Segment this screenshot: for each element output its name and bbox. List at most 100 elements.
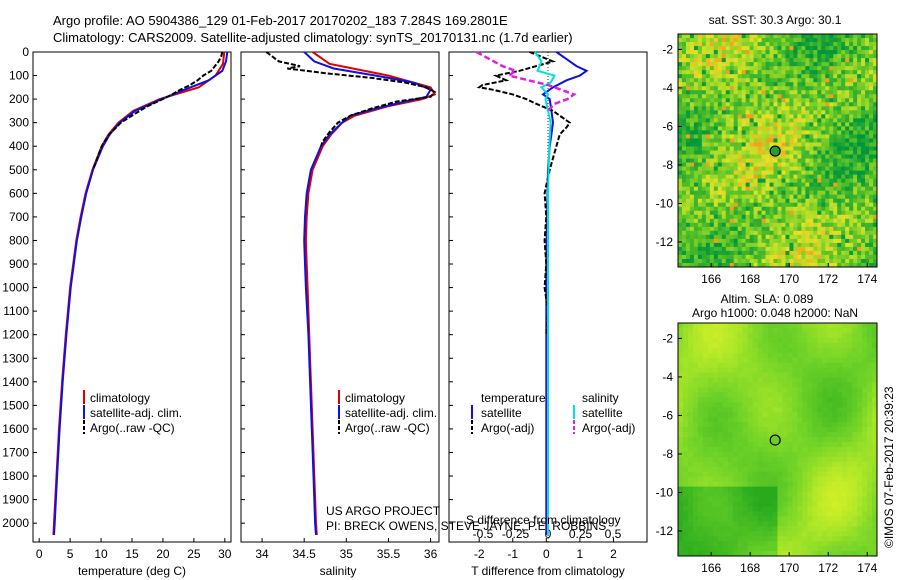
heatmap-cell bbox=[678, 62, 683, 67]
heatmap-cell bbox=[753, 102, 758, 107]
heatmap-cell bbox=[761, 114, 766, 119]
heatmap-cell bbox=[749, 78, 755, 83]
heatmap-cell bbox=[721, 54, 727, 59]
heatmap-cell bbox=[761, 254, 766, 260]
heatmap-cell bbox=[872, 441, 878, 448]
heatmap-cell bbox=[827, 412, 833, 418]
heatmap-cell bbox=[833, 154, 838, 159]
heatmap-cell bbox=[782, 491, 788, 497]
heatmap-cell bbox=[829, 190, 834, 196]
heatmap-cell bbox=[802, 437, 808, 443]
heatmap-cell bbox=[687, 342, 694, 349]
heatmap-cell bbox=[733, 126, 739, 131]
x-tick-label: 15 bbox=[125, 547, 139, 561]
heatmap-cell bbox=[785, 170, 790, 176]
heatmap-cell bbox=[752, 461, 759, 468]
heatmap-cell bbox=[733, 226, 739, 232]
heatmap-cell bbox=[829, 146, 834, 151]
heatmap-cell bbox=[825, 186, 830, 192]
heatmap-cell bbox=[801, 242, 806, 248]
heatmap-cell bbox=[837, 402, 843, 408]
heatmap-cell bbox=[872, 372, 878, 378]
heatmap-cell bbox=[873, 142, 878, 147]
heatmap-cell bbox=[817, 122, 822, 127]
heatmap-cell bbox=[767, 471, 773, 478]
heatmap-cell bbox=[793, 238, 798, 244]
heatmap-cell bbox=[841, 38, 846, 43]
heatmap-cell bbox=[857, 218, 862, 224]
heatmap-cell bbox=[817, 357, 823, 364]
heatmap-cell bbox=[737, 501, 744, 507]
heatmap-cell bbox=[781, 258, 786, 264]
heatmap-cell bbox=[782, 357, 788, 364]
heatmap-cell bbox=[725, 210, 731, 216]
heatmap-cell bbox=[737, 114, 743, 119]
heatmap-cell bbox=[832, 551, 838, 557]
heatmap-cell bbox=[812, 347, 818, 354]
heatmap-cell bbox=[749, 178, 755, 184]
heatmap-cell bbox=[682, 337, 689, 344]
heatmap-cell bbox=[709, 78, 715, 83]
heatmap-cell bbox=[789, 86, 794, 91]
heatmap-cell bbox=[702, 347, 709, 354]
heatmap-cell bbox=[761, 150, 766, 155]
heatmap-cell bbox=[807, 352, 813, 359]
heatmap-cell bbox=[837, 174, 842, 180]
heatmap-cell bbox=[707, 546, 714, 552]
heatmap-cell bbox=[702, 546, 709, 552]
heatmap-cell bbox=[697, 38, 703, 43]
heatmap-cell bbox=[692, 352, 699, 359]
heatmap-cell bbox=[829, 194, 834, 200]
heatmap-cell bbox=[773, 118, 778, 123]
heatmap-cell bbox=[741, 194, 747, 200]
heatmap-cell bbox=[678, 174, 683, 180]
heatmap-cell bbox=[849, 90, 854, 95]
heatmap-cell bbox=[817, 342, 823, 349]
heatmap-cell bbox=[869, 174, 874, 180]
heatmap-cell bbox=[797, 246, 802, 252]
heatmap-cell bbox=[701, 206, 707, 212]
heatmap-cell bbox=[752, 397, 759, 403]
heatmap-cell bbox=[865, 250, 870, 256]
heatmap-cell bbox=[805, 138, 810, 143]
heatmap-cell bbox=[862, 427, 868, 433]
heatmap-cell bbox=[793, 130, 798, 135]
heatmap-cell bbox=[681, 182, 687, 188]
heatmap-cell bbox=[702, 387, 709, 393]
heatmap-cell bbox=[697, 170, 703, 176]
heatmap-cell bbox=[857, 362, 863, 369]
heatmap-cell bbox=[857, 198, 862, 204]
heatmap-cell bbox=[809, 34, 814, 39]
heatmap-cell bbox=[785, 154, 790, 159]
heatmap-cell bbox=[689, 230, 695, 236]
heatmap-cell bbox=[781, 246, 786, 252]
heatmap-cell bbox=[825, 66, 830, 71]
heatmap-cell bbox=[678, 382, 684, 388]
heatmap-cell bbox=[687, 466, 694, 473]
heatmap-cell bbox=[769, 162, 774, 167]
heatmap-cell bbox=[805, 118, 810, 123]
heatmap-cell bbox=[822, 362, 828, 369]
heatmap-cell bbox=[781, 154, 786, 159]
heatmap-cell bbox=[787, 432, 793, 438]
heatmap-cell bbox=[732, 491, 739, 497]
heatmap-cell bbox=[772, 352, 778, 359]
heatmap-cell bbox=[845, 198, 850, 204]
heatmap-cell bbox=[701, 142, 707, 147]
heatmap-cell bbox=[787, 521, 793, 527]
heatmap-cell bbox=[787, 377, 793, 383]
heatmap-cell bbox=[707, 476, 714, 483]
heatmap-cell bbox=[805, 194, 810, 200]
heatmap-cell bbox=[747, 357, 754, 364]
heatmap-cell bbox=[813, 74, 818, 79]
difference-legend: temperature satellite Argo(-adj) salinit… bbox=[471, 391, 635, 435]
heatmap-cell bbox=[872, 412, 878, 418]
heatmap-cell bbox=[841, 82, 846, 87]
heatmap-cell bbox=[681, 58, 687, 63]
heatmap-cell bbox=[713, 106, 719, 111]
heatmap-cell bbox=[752, 541, 759, 547]
heatmap-cell bbox=[709, 246, 715, 252]
heatmap-cell bbox=[769, 174, 774, 180]
heatmap-cell bbox=[717, 238, 723, 244]
heatmap-cell bbox=[722, 501, 729, 507]
